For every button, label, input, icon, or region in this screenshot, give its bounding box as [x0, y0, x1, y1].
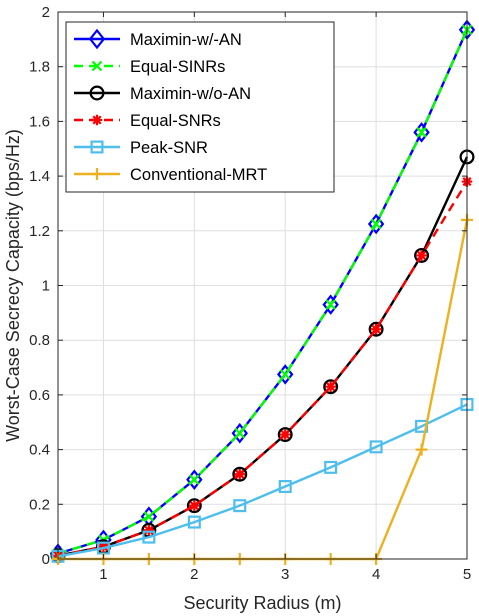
- legend-box: [65, 21, 335, 193]
- circle-marker: [277, 427, 293, 443]
- legend: Maximin-w/-AN Equal-SINRs Maximin-w/o-AN Eq…: [65, 21, 335, 193]
- square-marker: [187, 515, 201, 529]
- x-marker: [143, 511, 155, 522]
- series-line: [58, 219, 469, 561]
- circle-marker: [89, 85, 105, 101]
- circle-marker: [186, 498, 202, 514]
- x-tick-label: 5: [463, 566, 471, 583]
- x-marker: [234, 427, 246, 439]
- legend-item: Peak-SNR: [74, 139, 208, 157]
- series-equal-snrs: [52, 176, 473, 561]
- x-marker: [91, 60, 103, 72]
- legend-item: Equal-SINRs: [74, 58, 225, 76]
- y-tick-label: 1: [42, 278, 50, 295]
- series-line: [57, 403, 468, 558]
- ticks: 1 2 3 4 5 0 0.2 0.4 0.6 0.8 1 1.2 1.4 1.6 1.8 2: [29, 4, 471, 583]
- asterisk-marker: [98, 541, 109, 552]
- diamond-marker: [367, 213, 385, 235]
- y-tick-label: 0.8: [29, 332, 50, 349]
- asterisk-marker: [91, 114, 103, 126]
- x-marker: [325, 299, 336, 310]
- y-tick-label: 0.6: [29, 387, 50, 404]
- legend-label: Maximin-w/-AN: [130, 31, 242, 49]
- asterisk-marker: [143, 525, 155, 536]
- diamond-marker: [413, 122, 430, 143]
- legend-label: Maximin-w/o-AN: [130, 85, 251, 103]
- y-tick-label: 1.4: [29, 168, 50, 185]
- y-tick-label: 1.6: [29, 113, 50, 130]
- x-tick-label: 3: [281, 566, 289, 583]
- x-tick-label: 2: [190, 566, 198, 583]
- series-maximin-w-o-an: [50, 149, 475, 564]
- y-tick-label: 1.8: [29, 59, 50, 76]
- diamond-marker: [322, 294, 339, 315]
- series-conventional-mrt: [52, 213, 473, 565]
- square-marker: [324, 460, 338, 474]
- circle-marker: [414, 247, 430, 263]
- y-tick-label: 0.4: [29, 442, 50, 459]
- asterisk-marker: [279, 429, 291, 440]
- x-tick-label: 4: [372, 566, 380, 583]
- legend-item: Equal-SNRs: [74, 112, 221, 130]
- square-marker: [369, 440, 383, 454]
- asterisk-marker: [189, 500, 200, 511]
- legend-item: Maximin-w/-AN: [74, 28, 242, 50]
- x-marker: [189, 474, 200, 485]
- diamond-marker: [231, 422, 248, 444]
- x-marker: [370, 218, 382, 230]
- legend-label: Equal-SNRs: [130, 112, 221, 130]
- square-marker: [233, 499, 247, 513]
- legend-item: Conventional-MRT: [74, 166, 267, 184]
- legend-item: Maximin-w/o-AN: [74, 85, 251, 103]
- asterisk-marker: [370, 324, 382, 335]
- x-axis-title: Security Radius (m): [183, 593, 341, 613]
- circle-marker: [323, 379, 339, 395]
- square-marker: [142, 530, 156, 544]
- square-marker: [278, 480, 292, 494]
- plus-marker: [415, 443, 428, 456]
- circle-marker: [368, 321, 384, 337]
- y-tick-label: 0: [42, 551, 50, 568]
- legend-label: Conventional-MRT: [130, 166, 267, 184]
- y-tick-label: 2: [42, 4, 50, 21]
- x-marker: [416, 127, 427, 138]
- asterisk-marker: [416, 250, 427, 261]
- y-tick-label: 0.2: [29, 496, 50, 513]
- plus-marker: [91, 168, 103, 180]
- y-axis-title: Worst-Case Secrecy Capacity (bps/Hz): [3, 129, 23, 442]
- legend-label: Equal-SINRs: [130, 58, 225, 76]
- y-tick-label: 1.2: [29, 223, 50, 240]
- legend-label: Peak-SNR: [130, 139, 208, 157]
- x-marker: [279, 369, 291, 380]
- circle-marker: [232, 466, 248, 482]
- asterisk-marker: [234, 468, 246, 480]
- diamond-marker: [88, 28, 106, 50]
- diamond-marker: [186, 469, 203, 490]
- series-line: [57, 180, 469, 557]
- series-line: [57, 29, 469, 555]
- asterisk-marker: [325, 381, 336, 392]
- diamond-marker: [277, 364, 294, 385]
- x-tick-label: 1: [99, 566, 107, 583]
- square-marker: [90, 140, 104, 154]
